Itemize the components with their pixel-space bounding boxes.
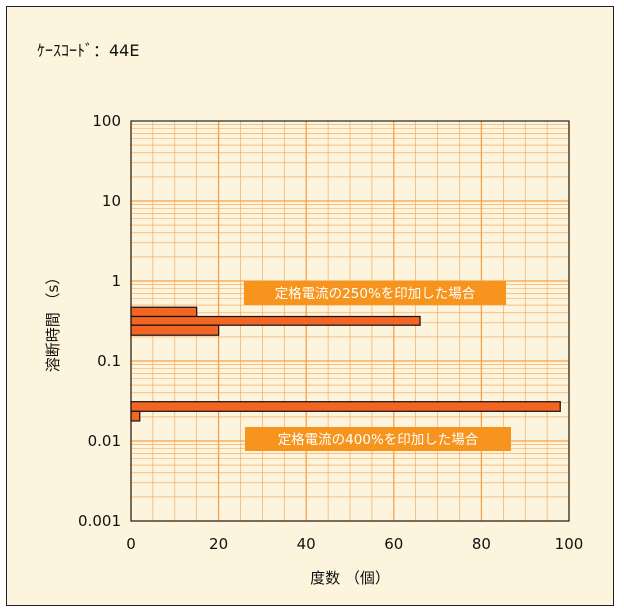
y-tick-label: 0.01 (88, 432, 121, 450)
y-tick-label: 0.1 (97, 352, 121, 370)
y-tick-label: 0.001 (78, 512, 121, 530)
tick-labels: 0 20 40 60 80 100 0.001 0.01 0.1 1 10 100 (78, 112, 583, 553)
x-tick-label: 100 (555, 535, 584, 553)
histogram-bar (130, 324, 220, 336)
annotation-label: 定格電流の400%を印加した場合 (278, 432, 479, 448)
y-axis-title: 溶断時間 （s） (44, 270, 62, 373)
y-tick-label: 100 (92, 112, 121, 130)
x-tick-label: 80 (472, 535, 491, 553)
histogram-bar (130, 306, 198, 318)
histogram-bar (130, 315, 421, 326)
y-tick-label: 1 (111, 272, 121, 290)
x-axis-title: 度数 （個） (310, 569, 390, 587)
plot-border (130, 120, 570, 522)
chart-frame: ｹｰｽｺｰﾄﾞ：44E (6, 6, 614, 606)
histogram-bar (130, 401, 561, 412)
histogram-bar (130, 410, 141, 422)
bars (130, 306, 561, 422)
annotation-box (244, 281, 506, 305)
annotation-box (245, 427, 511, 451)
x-tick-label: 20 (209, 535, 228, 553)
x-tick-label: 60 (384, 535, 403, 553)
y-tick-label: 10 (102, 192, 121, 210)
x-tick-label: 40 (297, 535, 316, 553)
case-code-label: ｹｰｽｺｰﾄﾞ：44E (37, 41, 140, 60)
annotation-label: 定格電流の250%を印加した場合 (275, 286, 476, 302)
x-tick-label: 0 (126, 535, 136, 553)
